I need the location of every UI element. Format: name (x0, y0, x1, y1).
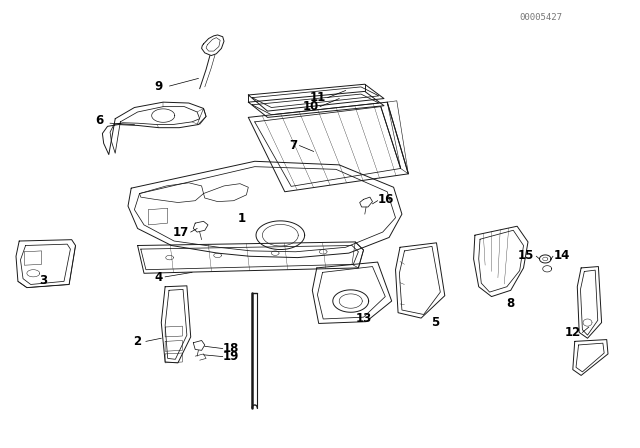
Text: 5: 5 (431, 316, 439, 329)
Text: 8: 8 (507, 297, 515, 310)
Text: 1: 1 (238, 212, 246, 225)
Text: 16: 16 (378, 193, 394, 206)
Text: 4: 4 (155, 271, 163, 284)
Text: 9: 9 (155, 79, 163, 93)
Text: 6: 6 (95, 113, 103, 127)
Text: 7: 7 (289, 139, 298, 152)
Text: 19: 19 (223, 350, 239, 363)
Text: 3: 3 (40, 273, 47, 287)
Text: 17: 17 (173, 226, 189, 240)
Text: 15: 15 (518, 249, 534, 262)
Text: 18: 18 (223, 342, 239, 355)
Text: 2: 2 (134, 335, 141, 348)
Text: 11: 11 (310, 91, 326, 104)
Text: 13: 13 (355, 312, 372, 326)
Text: 00005427: 00005427 (519, 13, 563, 22)
Text: 12: 12 (565, 326, 581, 339)
Text: 14: 14 (554, 249, 570, 262)
Text: 10: 10 (303, 100, 319, 113)
